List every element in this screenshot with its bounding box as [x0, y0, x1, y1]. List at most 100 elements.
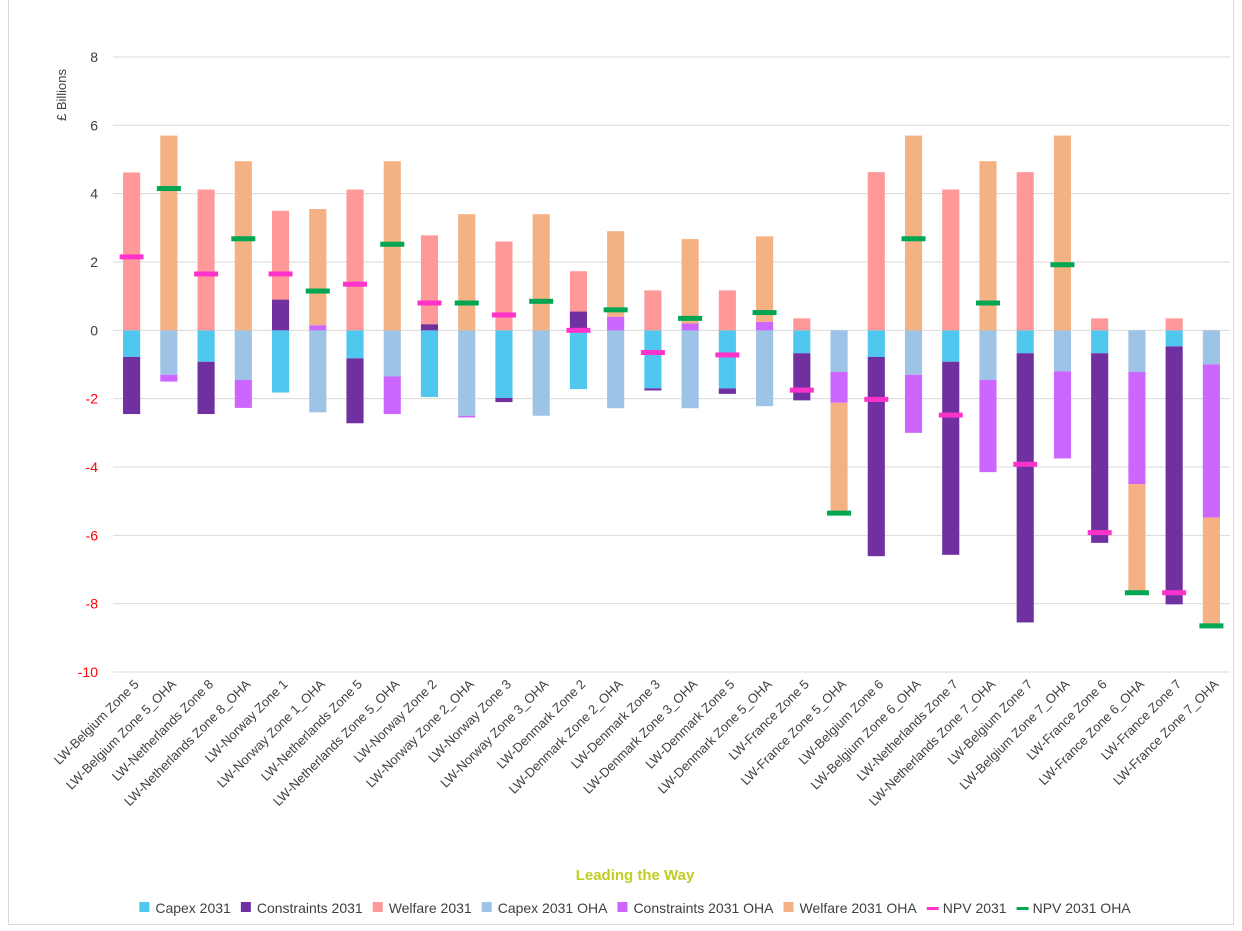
bar-segment-welfare-2031-oha	[458, 214, 476, 331]
marker-npv-2031-oha	[454, 300, 479, 306]
bar-segment-constraints-2031-oha	[1128, 372, 1146, 485]
bar-segment-capex-2031-oha	[234, 330, 252, 380]
legend-swatch-npv-2031	[926, 907, 939, 910]
bar-segment-capex-2031-oha	[904, 330, 923, 375]
bar-segment-capex-2031-oha	[607, 330, 625, 409]
y-tick-label: 0	[90, 322, 98, 338]
legend-label: Constraints 2031 OHA	[633, 900, 774, 916]
bar-segment-capex-2031-oha	[756, 330, 774, 407]
marker-npv-2031	[1162, 590, 1187, 596]
bar-segment-capex-2031-oha	[979, 330, 997, 380]
bar-segment-constraints-2031-oha	[309, 325, 327, 331]
marker-npv-2031-oha	[1050, 262, 1075, 268]
legend-label: NPV 2031 OHA	[1033, 900, 1132, 916]
bar-segment-constraints-2031	[942, 361, 960, 555]
y-tick-label: -2	[86, 391, 99, 407]
bar-segment-capex-2031-oha	[383, 330, 401, 377]
bar-segment-constraints-2031-oha	[1053, 371, 1072, 459]
bar-segment-capex-2031	[495, 330, 513, 398]
bar-segment-constraints-2031-oha	[1202, 364, 1220, 518]
bar-segment-capex-2031	[420, 330, 439, 397]
bar-segment-constraints-2031-oha	[458, 415, 476, 418]
marker-npv-2031-oha	[1124, 590, 1149, 596]
bar-segment-constraints-2031	[718, 388, 736, 394]
bar-segment-constraints-2031	[1016, 353, 1034, 623]
marker-npv-2031	[119, 254, 144, 260]
legend-swatch-welfare-2031	[372, 902, 383, 912]
legend-swatch-capex-2031	[139, 902, 150, 912]
x-tick-labels: LW-Belgium Zone 5LW-Belgium Zone 5_OHALW…	[51, 676, 1222, 809]
bar-segment-welfare-2031	[1016, 172, 1034, 331]
marker-npv-2031-oha	[603, 307, 628, 313]
bar-segment-constraints-2031-oha	[979, 379, 997, 473]
marker-npv-2031-oha	[305, 288, 330, 294]
bar-segment-capex-2031-oha	[1053, 330, 1072, 372]
bars	[123, 135, 1220, 627]
marker-npv-2031-oha	[975, 300, 1000, 306]
y-tick-label: 2	[90, 254, 98, 270]
bar-segment-constraints-2031	[569, 311, 587, 331]
npv-markers	[119, 186, 1224, 629]
bar-segment-capex-2031	[1165, 330, 1183, 347]
legend-label: Constraints 2031	[257, 900, 363, 916]
bar-segment-capex-2031	[718, 330, 736, 389]
marker-npv-2031-oha	[156, 186, 181, 192]
bar-segment-capex-2031	[569, 330, 587, 390]
marker-npv-2031	[566, 327, 591, 333]
bar-segment-welfare-2031	[346, 189, 364, 331]
y-tick-label: 4	[90, 186, 98, 202]
legend-label: Welfare 2031 OHA	[800, 900, 918, 916]
bar-segment-constraints-2031-oha	[904, 374, 923, 433]
bar-segment-constraints-2031	[644, 388, 662, 391]
legend-label: Capex 2031	[155, 900, 231, 916]
bar-segment-welfare-2031	[718, 290, 736, 331]
bar-segment-capex-2031-oha	[458, 330, 476, 416]
marker-npv-2031	[864, 396, 889, 402]
legend-label: Welfare 2031	[389, 900, 472, 916]
bar-segment-welfare-2031-oha	[904, 135, 923, 331]
bar-segment-constraints-2031	[197, 361, 215, 415]
marker-npv-2031-oha	[529, 298, 554, 304]
bar-segment-capex-2031	[644, 330, 662, 389]
bar-segment-welfare-2031-oha	[830, 402, 848, 513]
marker-npv-2031-oha	[827, 510, 852, 516]
bar-segment-welfare-2031-oha	[1128, 484, 1146, 592]
legend-swatch-constraints-2031	[240, 902, 251, 912]
marker-npv-2031-oha	[231, 236, 256, 242]
marker-npv-2031-oha	[1199, 623, 1224, 629]
y-tick-labels: 8 6 4 2 0 -2 -4 -6 -8 -10	[78, 49, 98, 680]
bar-segment-capex-2031	[1016, 330, 1034, 354]
marker-npv-2031	[789, 387, 814, 393]
bar-segment-capex-2031	[197, 330, 215, 362]
marker-npv-2031-oha	[901, 236, 926, 242]
marker-npv-2031	[417, 300, 442, 306]
chart-frame	[8, 0, 1234, 925]
bar-segment-welfare-2031	[271, 210, 290, 300]
marker-npv-2031-oha	[380, 241, 405, 247]
y-tick-label: -8	[86, 596, 99, 612]
bar-segment-constraints-2031	[346, 358, 364, 424]
marker-npv-2031	[268, 271, 293, 277]
bar-segment-constraints-2031-oha	[607, 316, 625, 331]
legend-label: NPV 2031	[943, 900, 1007, 916]
bar-segment-welfare-2031	[942, 189, 960, 331]
bar-segment-capex-2031	[123, 330, 141, 357]
bar-segment-constraints-2031-oha	[234, 379, 252, 408]
legend-swatch-npv-2031-oha	[1016, 907, 1029, 910]
marker-npv-2031	[1013, 461, 1038, 467]
bar-segment-welfare-2031	[495, 241, 513, 331]
bar-segment-capex-2031-oha	[160, 330, 178, 375]
bar-segment-welfare-2031	[793, 318, 811, 331]
gridlines	[113, 56, 1230, 673]
bar-segment-welfare-2031	[644, 290, 662, 331]
marker-npv-2031	[640, 350, 665, 356]
marker-npv-2031	[938, 412, 963, 418]
x-axis-title: Leading the Way	[576, 867, 695, 884]
bar-segment-constraints-2031	[1165, 346, 1183, 605]
bar-segment-welfare-2031-oha	[681, 239, 699, 324]
bar-segment-capex-2031-oha	[830, 330, 848, 373]
bar-segment-constraints-2031	[123, 356, 141, 415]
bar-segment-capex-2031-oha	[532, 330, 550, 416]
bar-segment-welfare-2031	[197, 189, 215, 331]
bar-segment-capex-2031-oha	[1202, 330, 1220, 365]
